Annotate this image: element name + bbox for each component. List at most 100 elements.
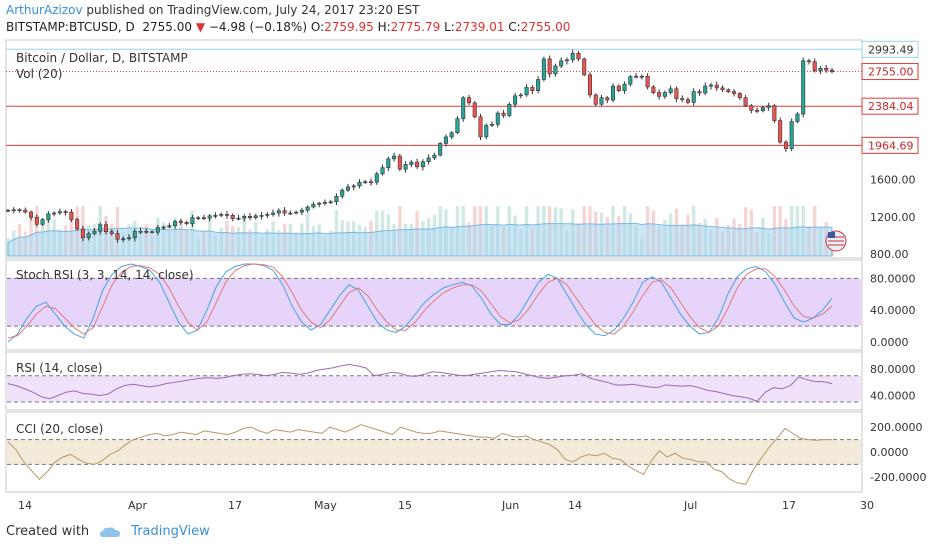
candle-body <box>46 213 51 220</box>
candle-body <box>403 164 408 170</box>
candle-body <box>657 92 662 97</box>
x-tick-label: Apr <box>128 499 148 512</box>
volume-bar <box>35 206 39 256</box>
candle-body <box>173 221 178 226</box>
ohlc-line: BITSTAMP:BTCUSD, D 2755.00 ▼ −4.98 (−0.1… <box>6 20 570 34</box>
candles <box>5 49 835 243</box>
candle-body <box>103 224 108 233</box>
x-tick-label: 30 <box>860 499 874 512</box>
candle-body <box>161 226 166 229</box>
x-tick-label: 17 <box>782 499 796 512</box>
candle-body <box>605 97 610 101</box>
candle-body <box>801 60 806 115</box>
candle-body <box>386 158 391 169</box>
candle-body <box>714 84 719 89</box>
chart-area[interactable]: 800.00 1200.00 1600.00 80.0000 40.0000 0.0000… <box>0 0 932 520</box>
candle-body <box>806 60 811 63</box>
cci-y-tick: 0.0000 <box>870 446 909 459</box>
candle-body <box>351 185 356 188</box>
price-change: −4.98 (−0.18%) <box>208 20 308 34</box>
candle-body <box>132 230 137 239</box>
candle-body <box>593 94 598 105</box>
candle-body <box>495 112 500 125</box>
candle-body <box>397 155 402 170</box>
published-text: published on TradingView.com, July 24, 2… <box>86 3 420 17</box>
candle-body <box>52 212 57 215</box>
price-tag-label: 1964.69 <box>868 139 914 152</box>
candle-body <box>760 107 765 112</box>
down-arrow-icon: ▼ <box>195 20 206 34</box>
price-y-tick: 1600.00 <box>870 173 916 186</box>
candle-body <box>680 98 685 100</box>
candle-body <box>150 231 155 234</box>
candle-body <box>5 209 11 212</box>
candle-body <box>224 214 229 216</box>
cci-y-tick: -200.0000 <box>870 471 926 484</box>
candle-body <box>121 238 126 241</box>
open-value: 2759.95 <box>324 20 374 34</box>
candle-body <box>668 88 673 93</box>
price-tag <box>861 63 919 81</box>
candle-body <box>611 85 616 101</box>
candle-body <box>564 59 569 62</box>
candle-body <box>634 75 639 78</box>
volume-ma-area <box>7 222 833 257</box>
candle-body <box>599 97 604 105</box>
candle-body <box>363 181 368 184</box>
tradingview-link[interactable]: TradingView <box>131 524 210 539</box>
low-label: L: <box>444 20 455 34</box>
candle-body <box>207 215 212 219</box>
candle-body <box>299 209 304 213</box>
candle-body <box>639 75 644 78</box>
created-with-label: Created with <box>6 524 90 539</box>
price-tag-label: 2755.00 <box>868 66 914 79</box>
cci-title: CCI (20, close) <box>16 422 103 436</box>
candle-body <box>789 121 794 149</box>
candle-body <box>438 143 443 156</box>
candle-body <box>276 210 281 214</box>
candle-body <box>69 211 74 220</box>
cci-line <box>7 424 832 485</box>
tradingview-logo-icon <box>100 526 121 537</box>
high-value: 2775.79 <box>390 20 441 34</box>
candle-body <box>369 181 374 184</box>
price-y-tick: 800.00 <box>870 248 909 261</box>
candle-body <box>23 209 28 213</box>
candle-body <box>213 215 218 217</box>
open-label: O: <box>310 20 325 34</box>
candle-body <box>501 112 506 116</box>
candle-body <box>524 87 529 96</box>
candle-body <box>743 97 748 106</box>
candle-body <box>271 212 276 215</box>
candle-body <box>559 60 564 67</box>
candle-body <box>628 76 633 85</box>
candle-body <box>812 61 817 71</box>
candle-body <box>57 211 62 214</box>
candle-body <box>184 222 189 225</box>
rsi-y-tick: 80.0000 <box>870 363 916 376</box>
candle-body <box>98 224 103 232</box>
candle-body <box>236 217 241 220</box>
cci-y-tick: 200.0000 <box>870 421 923 434</box>
stoch-title: Stoch RSI (3, 3, 14, 14, close) <box>16 268 194 282</box>
author-link[interactable]: ArthurAzizov <box>6 3 83 17</box>
candle-body <box>795 113 800 122</box>
candle-body <box>582 58 587 76</box>
candle-body <box>259 215 264 217</box>
candle-body <box>576 53 581 60</box>
candle-body <box>253 215 258 219</box>
rsi-line <box>7 364 833 402</box>
stoch-y-tick: 80.0000 <box>870 272 916 285</box>
candle-body <box>334 195 339 203</box>
candle-body <box>86 233 91 239</box>
candle-body <box>138 230 143 233</box>
candle-body <box>691 91 696 103</box>
candle-body <box>651 86 656 93</box>
candle-body <box>219 214 224 216</box>
candle-body <box>34 216 39 225</box>
candle-body <box>144 230 149 233</box>
price-tag <box>861 40 919 58</box>
price-tag <box>861 136 919 154</box>
x-tick-label: 14 <box>18 499 32 512</box>
candle-body <box>29 211 34 218</box>
